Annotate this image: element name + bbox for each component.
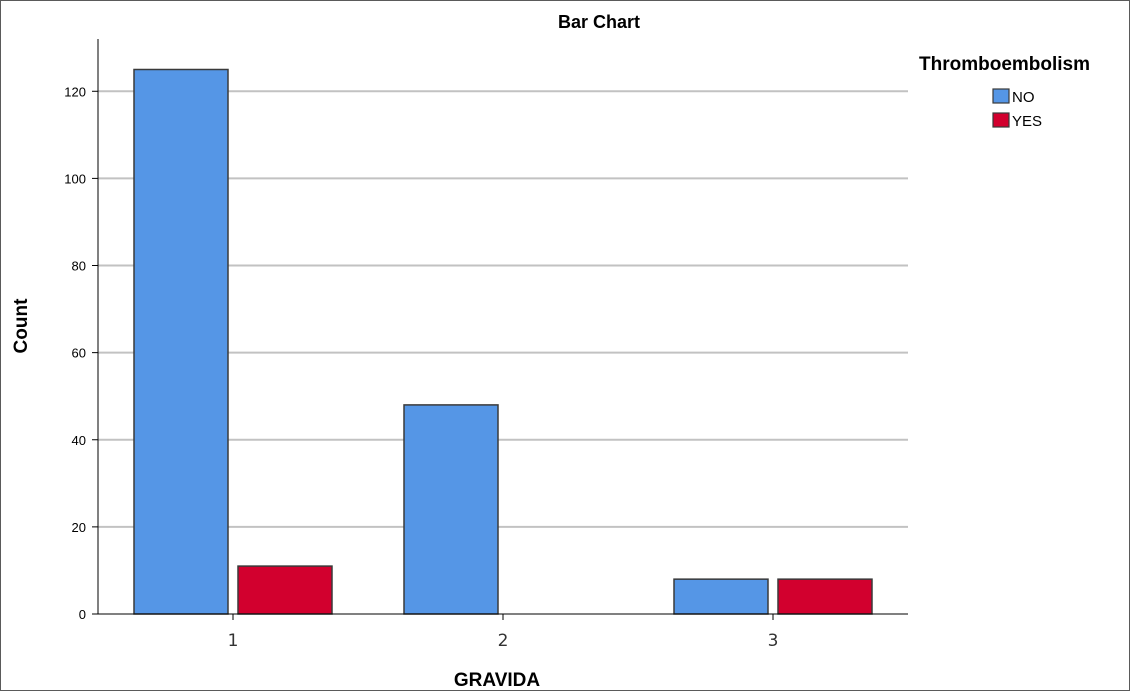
y-tick-label: 20 (72, 520, 86, 535)
y-tick-label: 40 (72, 433, 86, 448)
y-tick-label: 100 (64, 171, 86, 186)
bar-no-1 (133, 68, 229, 615)
legend-title: Thromboembolism (919, 54, 1090, 75)
x-ticks: 1 2 3 (228, 614, 779, 651)
bars (133, 68, 873, 615)
bar-no-2 (403, 404, 499, 615)
bar-no-3 (673, 578, 769, 615)
y-ticks: 0 20 40 60 80 100 120 (64, 84, 98, 622)
y-tick-label: 120 (64, 84, 86, 99)
x-tick-label: 3 (768, 631, 779, 651)
legend-label-no: NO (1012, 89, 1035, 106)
bar-yes-1 (237, 565, 333, 615)
y-tick-label: 0 (79, 607, 86, 622)
y-tick-label: 80 (72, 259, 86, 274)
y-axis-label: Count (11, 298, 32, 354)
chart-title: Bar Chart (558, 12, 640, 32)
legend-items: NO YES (992, 88, 1042, 130)
x-tick-label: 1 (228, 631, 239, 651)
bar-yes-3 (777, 578, 873, 615)
legend-swatch-yes (992, 112, 1010, 128)
gridlines (98, 90, 908, 528)
x-tick-label: 2 (498, 631, 509, 651)
y-tick-label: 60 (72, 346, 86, 361)
legend-swatch-no (992, 88, 1010, 104)
legend: Thromboembolism NO YES (919, 54, 1090, 130)
legend-label-yes: YES (1012, 113, 1042, 130)
x-axis-label: GRAVIDA (454, 670, 540, 690)
